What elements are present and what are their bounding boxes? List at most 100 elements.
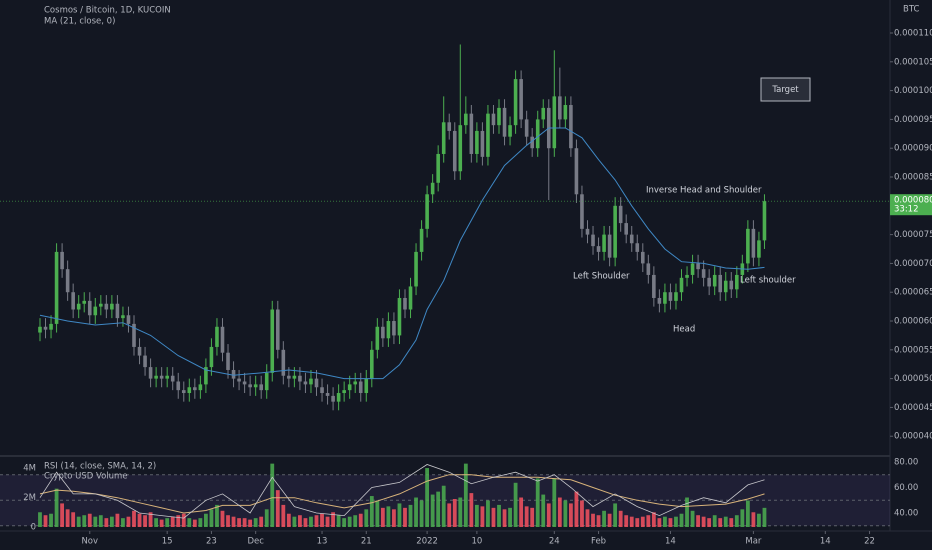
candle-body	[469, 113, 474, 154]
candle-body	[530, 136, 534, 149]
rsi-line	[39, 464, 765, 519]
annotation: Left Shoulder	[573, 272, 630, 282]
volume-bar	[707, 518, 712, 527]
volume-bar	[49, 513, 53, 527]
volume-bar	[629, 516, 634, 527]
volume-bar	[369, 496, 374, 527]
volume-bar	[574, 491, 579, 527]
volume-bar	[60, 503, 65, 527]
volume-bar	[148, 512, 153, 527]
candle-body	[347, 384, 352, 391]
volume-bar	[192, 519, 197, 527]
candle-body	[82, 300, 87, 304]
volume-bar	[298, 515, 302, 527]
candle-body	[657, 297, 662, 304]
candle-body	[640, 251, 645, 264]
candle-body	[707, 277, 711, 287]
candle-body	[502, 107, 507, 137]
x-tick-label: Feb	[591, 537, 606, 547]
x-tick-label: 15	[162, 537, 173, 547]
candle-body	[65, 269, 70, 293]
candle-body	[486, 113, 490, 157]
candle-body	[408, 286, 413, 310]
candle-body	[535, 119, 540, 149]
volume-bar	[82, 515, 87, 527]
candle-body	[712, 274, 717, 287]
candle-body	[652, 274, 656, 298]
volume-bar	[403, 507, 407, 527]
volume-bar	[203, 513, 208, 527]
candle-body	[281, 349, 286, 376]
volume-bar	[132, 510, 136, 527]
volume-bar	[624, 515, 629, 527]
volume-bar	[607, 513, 612, 527]
volume-bar	[397, 503, 402, 527]
volume-bar	[336, 515, 341, 527]
volume-bar	[54, 488, 59, 527]
candle-body	[292, 375, 297, 379]
candle-body	[618, 205, 623, 224]
candle-body	[746, 228, 750, 264]
volume-bar	[98, 515, 103, 527]
volume-bar	[430, 494, 435, 527]
volume-bar	[757, 513, 761, 527]
rsi-legend: RSI (14, close, SMA, 14, 2)	[44, 462, 156, 472]
candle-body	[154, 375, 158, 379]
candle-body	[663, 292, 667, 304]
candle-body	[248, 384, 252, 388]
candle-body	[624, 223, 629, 235]
volume-tick-label: 2M	[23, 493, 36, 503]
candle-body	[193, 387, 197, 391]
candle-body	[364, 378, 369, 394]
x-tick-label: 14	[820, 537, 831, 547]
volume-bar	[380, 507, 385, 527]
candle-body	[353, 381, 358, 385]
volume-bar	[585, 509, 590, 527]
y-tick-label: 0.00004500	[894, 403, 932, 413]
candle-body	[320, 387, 324, 394]
candle-body	[110, 303, 114, 310]
volume-bar	[491, 507, 496, 527]
volume-bar	[143, 515, 147, 527]
x-tick-label: 14	[665, 537, 676, 547]
candle-body	[71, 292, 75, 310]
volume-bar	[657, 518, 662, 527]
candle-body	[425, 194, 429, 229]
volume-bar	[215, 504, 219, 527]
candle-body	[314, 378, 319, 388]
volume-bar	[723, 516, 728, 527]
volume-bar	[121, 518, 125, 527]
candle-body	[585, 228, 590, 235]
volume-bar	[762, 507, 767, 527]
volume-bar	[71, 512, 76, 527]
candle-body	[93, 306, 98, 316]
candle-body	[242, 381, 247, 385]
volume-bar	[557, 497, 562, 527]
candle-body	[447, 122, 452, 131]
volume-bar	[331, 512, 335, 527]
candle-body	[309, 378, 313, 385]
volume-bar	[364, 509, 369, 527]
candle-body	[524, 119, 529, 137]
volume-tick-label: 4M	[23, 464, 36, 474]
candle-body	[685, 274, 689, 278]
candle-body	[275, 309, 280, 350]
volume-bar	[690, 510, 695, 527]
ma-legend: MA (21, close, 0)	[44, 17, 115, 27]
volume-bar	[264, 509, 269, 527]
volume-bar	[176, 515, 181, 527]
candle-body	[43, 326, 48, 330]
candle-body	[49, 323, 53, 330]
currency: BTC	[903, 5, 920, 15]
volume-bar	[502, 509, 507, 527]
x-tick-label: 10	[471, 537, 482, 547]
volume-bar	[43, 515, 48, 527]
candle-body	[237, 378, 241, 382]
volume-bar	[519, 497, 524, 527]
candle-body	[270, 309, 275, 373]
volume-bar	[646, 515, 651, 527]
volume-bar	[281, 504, 286, 527]
volume-bar	[596, 515, 601, 527]
candle-body	[115, 303, 120, 319]
candle-body	[126, 315, 131, 324]
